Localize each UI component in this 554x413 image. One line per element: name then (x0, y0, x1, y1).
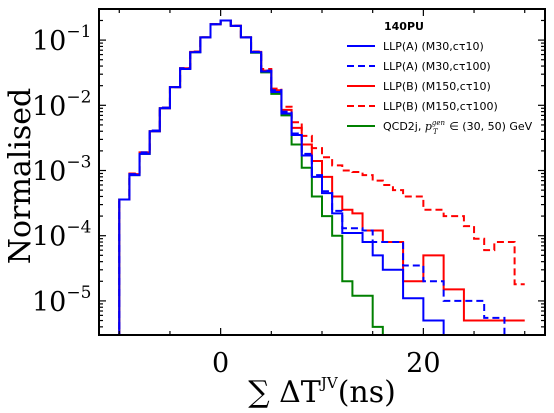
x-axis-ticks: 0 20 (118, 9, 526, 379)
legend: 140PU LLP(A) (M30,cτ10) LLP(A) (M30,cτ100… (347, 20, 533, 136)
x-tick-label: 0 (212, 348, 229, 379)
y-axis-label: Normalised (3, 88, 38, 265)
legend-label-0: LLP(A) (M30,cτ10) (383, 40, 484, 53)
series-line-3 (118, 19, 525, 335)
legend-label-3: LLP(B) (M150,cτ100) (383, 100, 498, 113)
legend-label-2: LLP(B) (M150,cτ10) (383, 80, 491, 93)
x-axis-label-sup: JV (319, 374, 339, 392)
y-tick-label: 10−1 (32, 22, 91, 57)
x-axis-label-tail: (ns) (338, 375, 396, 410)
y-tick-label: 10−5 (32, 283, 91, 318)
y-tick-label: 10−4 (32, 218, 91, 253)
series-layer (118, 19, 525, 335)
series-line-0 (118, 19, 445, 335)
y-tick-label: 10−3 (32, 153, 91, 188)
x-axis-label-main: ∑ ΔT (248, 375, 321, 410)
x-tick-label: 20 (406, 348, 440, 379)
y-tick-label: 10−2 (32, 87, 91, 122)
y-axis-ticks: 10−1 10−2 10−3 10−4 10−5 (32, 19, 545, 336)
legend-label-4: QCD2j, pgen T ∈ (30, 50) GeV (383, 119, 533, 136)
legend-title: 140PU (384, 20, 424, 33)
legend-label-1: LLP(A) (M30,cτ100) (383, 60, 491, 73)
x-axis-label: ∑ ΔTJV(ns) (248, 374, 396, 410)
